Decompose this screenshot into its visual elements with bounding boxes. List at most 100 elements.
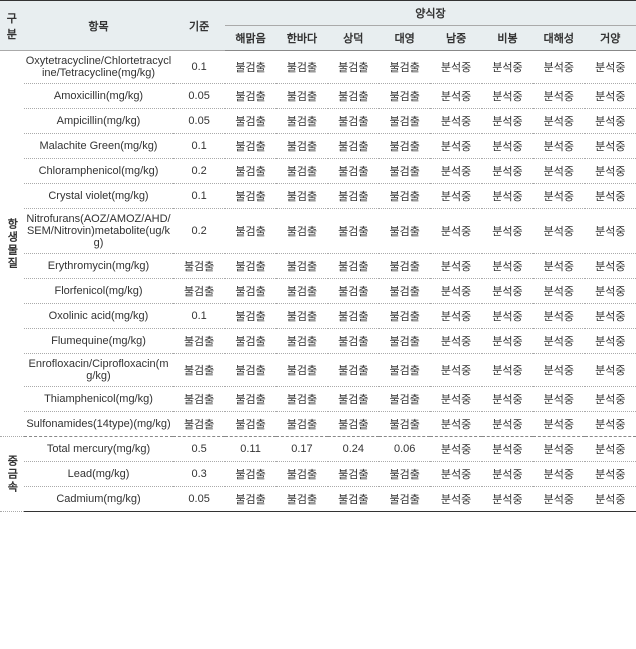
value-cell: 분석중 bbox=[430, 254, 481, 279]
standard-cell: 불검출 bbox=[173, 354, 224, 387]
value-cell: 분석중 bbox=[430, 159, 481, 184]
value-cell: 불검출 bbox=[379, 209, 430, 254]
value-cell: 불검출 bbox=[276, 487, 327, 512]
value-cell: 0.24 bbox=[328, 437, 379, 462]
value-cell: 분석중 bbox=[430, 134, 481, 159]
standard-cell: 0.2 bbox=[173, 209, 224, 254]
value-cell: 분석중 bbox=[585, 462, 636, 487]
value-cell: 분석중 bbox=[482, 329, 533, 354]
table-row: Enrofloxacin/Ciprofloxacin(mg/kg)불검출불검출불… bbox=[0, 354, 636, 387]
farm-header: 대영 bbox=[379, 26, 430, 51]
value-cell: 분석중 bbox=[533, 487, 584, 512]
value-cell: 불검출 bbox=[276, 412, 327, 437]
header-category: 구분 bbox=[0, 1, 24, 51]
value-cell: 분석중 bbox=[585, 109, 636, 134]
value-cell: 분석중 bbox=[482, 354, 533, 387]
table-row: Lead(mg/kg)0.3불검출불검출불검출불검출분석중분석중분석중분석중 bbox=[0, 462, 636, 487]
farm-header: 상덕 bbox=[328, 26, 379, 51]
standard-cell: 불검출 bbox=[173, 412, 224, 437]
table-row: Malachite Green(mg/kg)0.1불검출불검출불검출불검출분석중… bbox=[0, 134, 636, 159]
value-cell: 분석중 bbox=[482, 51, 533, 84]
value-cell: 불검출 bbox=[225, 109, 276, 134]
value-cell: 불검출 bbox=[328, 109, 379, 134]
value-cell: 분석중 bbox=[482, 387, 533, 412]
value-cell: 분석중 bbox=[585, 84, 636, 109]
value-cell: 분석중 bbox=[482, 487, 533, 512]
value-cell: 분석중 bbox=[430, 209, 481, 254]
value-cell: 불검출 bbox=[379, 159, 430, 184]
value-cell: 0.06 bbox=[379, 437, 430, 462]
value-cell: 불검출 bbox=[276, 254, 327, 279]
value-cell: 분석중 bbox=[533, 254, 584, 279]
value-cell: 불검출 bbox=[328, 304, 379, 329]
value-cell: 분석중 bbox=[533, 209, 584, 254]
value-cell: 불검출 bbox=[225, 159, 276, 184]
value-cell: 0.17 bbox=[276, 437, 327, 462]
value-cell: 분석중 bbox=[482, 279, 533, 304]
value-cell: 분석중 bbox=[533, 437, 584, 462]
value-cell: 분석중 bbox=[430, 437, 481, 462]
item-cell: Florfenicol(mg/kg) bbox=[24, 279, 174, 304]
value-cell: 불검출 bbox=[328, 487, 379, 512]
item-cell: Cadmium(mg/kg) bbox=[24, 487, 174, 512]
value-cell: 분석중 bbox=[585, 437, 636, 462]
table-row: Sulfonamides(14type)(mg/kg)불검출불검출불검출불검출불… bbox=[0, 412, 636, 437]
value-cell: 불검출 bbox=[328, 462, 379, 487]
value-cell: 분석중 bbox=[430, 304, 481, 329]
value-cell: 불검출 bbox=[276, 329, 327, 354]
value-cell: 분석중 bbox=[430, 329, 481, 354]
item-cell: Thiamphenicol(mg/kg) bbox=[24, 387, 174, 412]
value-cell: 불검출 bbox=[328, 354, 379, 387]
category-cell: 항생물질 bbox=[0, 51, 24, 437]
item-cell: Crystal violet(mg/kg) bbox=[24, 184, 174, 209]
value-cell: 분석중 bbox=[482, 134, 533, 159]
header-farm-group: 양식장 bbox=[225, 1, 636, 26]
value-cell: 분석중 bbox=[585, 412, 636, 437]
value-cell: 분석중 bbox=[533, 329, 584, 354]
value-cell: 분석중 bbox=[482, 437, 533, 462]
value-cell: 분석중 bbox=[482, 184, 533, 209]
value-cell: 불검출 bbox=[276, 84, 327, 109]
farm-header: 해맑음 bbox=[225, 26, 276, 51]
header-item: 항목 bbox=[24, 1, 174, 51]
value-cell: 불검출 bbox=[225, 254, 276, 279]
value-cell: 분석중 bbox=[585, 254, 636, 279]
value-cell: 분석중 bbox=[430, 109, 481, 134]
value-cell: 불검출 bbox=[276, 279, 327, 304]
value-cell: 불검출 bbox=[379, 354, 430, 387]
standard-cell: 0.1 bbox=[173, 304, 224, 329]
table-row: Erythromycin(mg/kg)불검출불검출불검출불검출불검출분석중분석중… bbox=[0, 254, 636, 279]
value-cell: 분석중 bbox=[533, 184, 584, 209]
value-cell: 불검출 bbox=[328, 329, 379, 354]
value-cell: 불검출 bbox=[276, 387, 327, 412]
value-cell: 불검출 bbox=[379, 387, 430, 412]
value-cell: 분석중 bbox=[430, 387, 481, 412]
value-cell: 불검출 bbox=[328, 134, 379, 159]
farm-header: 대해성 bbox=[533, 26, 584, 51]
item-cell: Total mercury(mg/kg) bbox=[24, 437, 174, 462]
standard-cell: 0.05 bbox=[173, 84, 224, 109]
value-cell: 불검출 bbox=[276, 462, 327, 487]
value-cell: 불검출 bbox=[379, 51, 430, 84]
value-cell: 분석중 bbox=[430, 487, 481, 512]
value-cell: 분석중 bbox=[533, 279, 584, 304]
value-cell: 분석중 bbox=[482, 209, 533, 254]
table-header: 구분 항목 기준 양식장 해맑음 한바다 상덕 대영 남중 비봉 대해성 거양 bbox=[0, 1, 636, 51]
value-cell: 분석중 bbox=[482, 159, 533, 184]
standard-cell: 불검출 bbox=[173, 329, 224, 354]
item-cell: Erythromycin(mg/kg) bbox=[24, 254, 174, 279]
table-row: Flumequine(mg/kg)불검출불검출불검출불검출불검출분석중분석중분석… bbox=[0, 329, 636, 354]
item-cell: Oxytetracycline/Chlortetracycline/Tetrac… bbox=[24, 51, 174, 84]
value-cell: 불검출 bbox=[379, 184, 430, 209]
value-cell: 불검출 bbox=[328, 159, 379, 184]
value-cell: 분석중 bbox=[533, 462, 584, 487]
value-cell: 분석중 bbox=[585, 209, 636, 254]
value-cell: 불검출 bbox=[328, 254, 379, 279]
standard-cell: 0.1 bbox=[173, 184, 224, 209]
value-cell: 불검출 bbox=[379, 412, 430, 437]
farm-header: 거양 bbox=[585, 26, 636, 51]
value-cell: 분석중 bbox=[430, 51, 481, 84]
item-cell: Amoxicillin(mg/kg) bbox=[24, 84, 174, 109]
value-cell: 분석중 bbox=[430, 354, 481, 387]
value-cell: 불검출 bbox=[225, 412, 276, 437]
